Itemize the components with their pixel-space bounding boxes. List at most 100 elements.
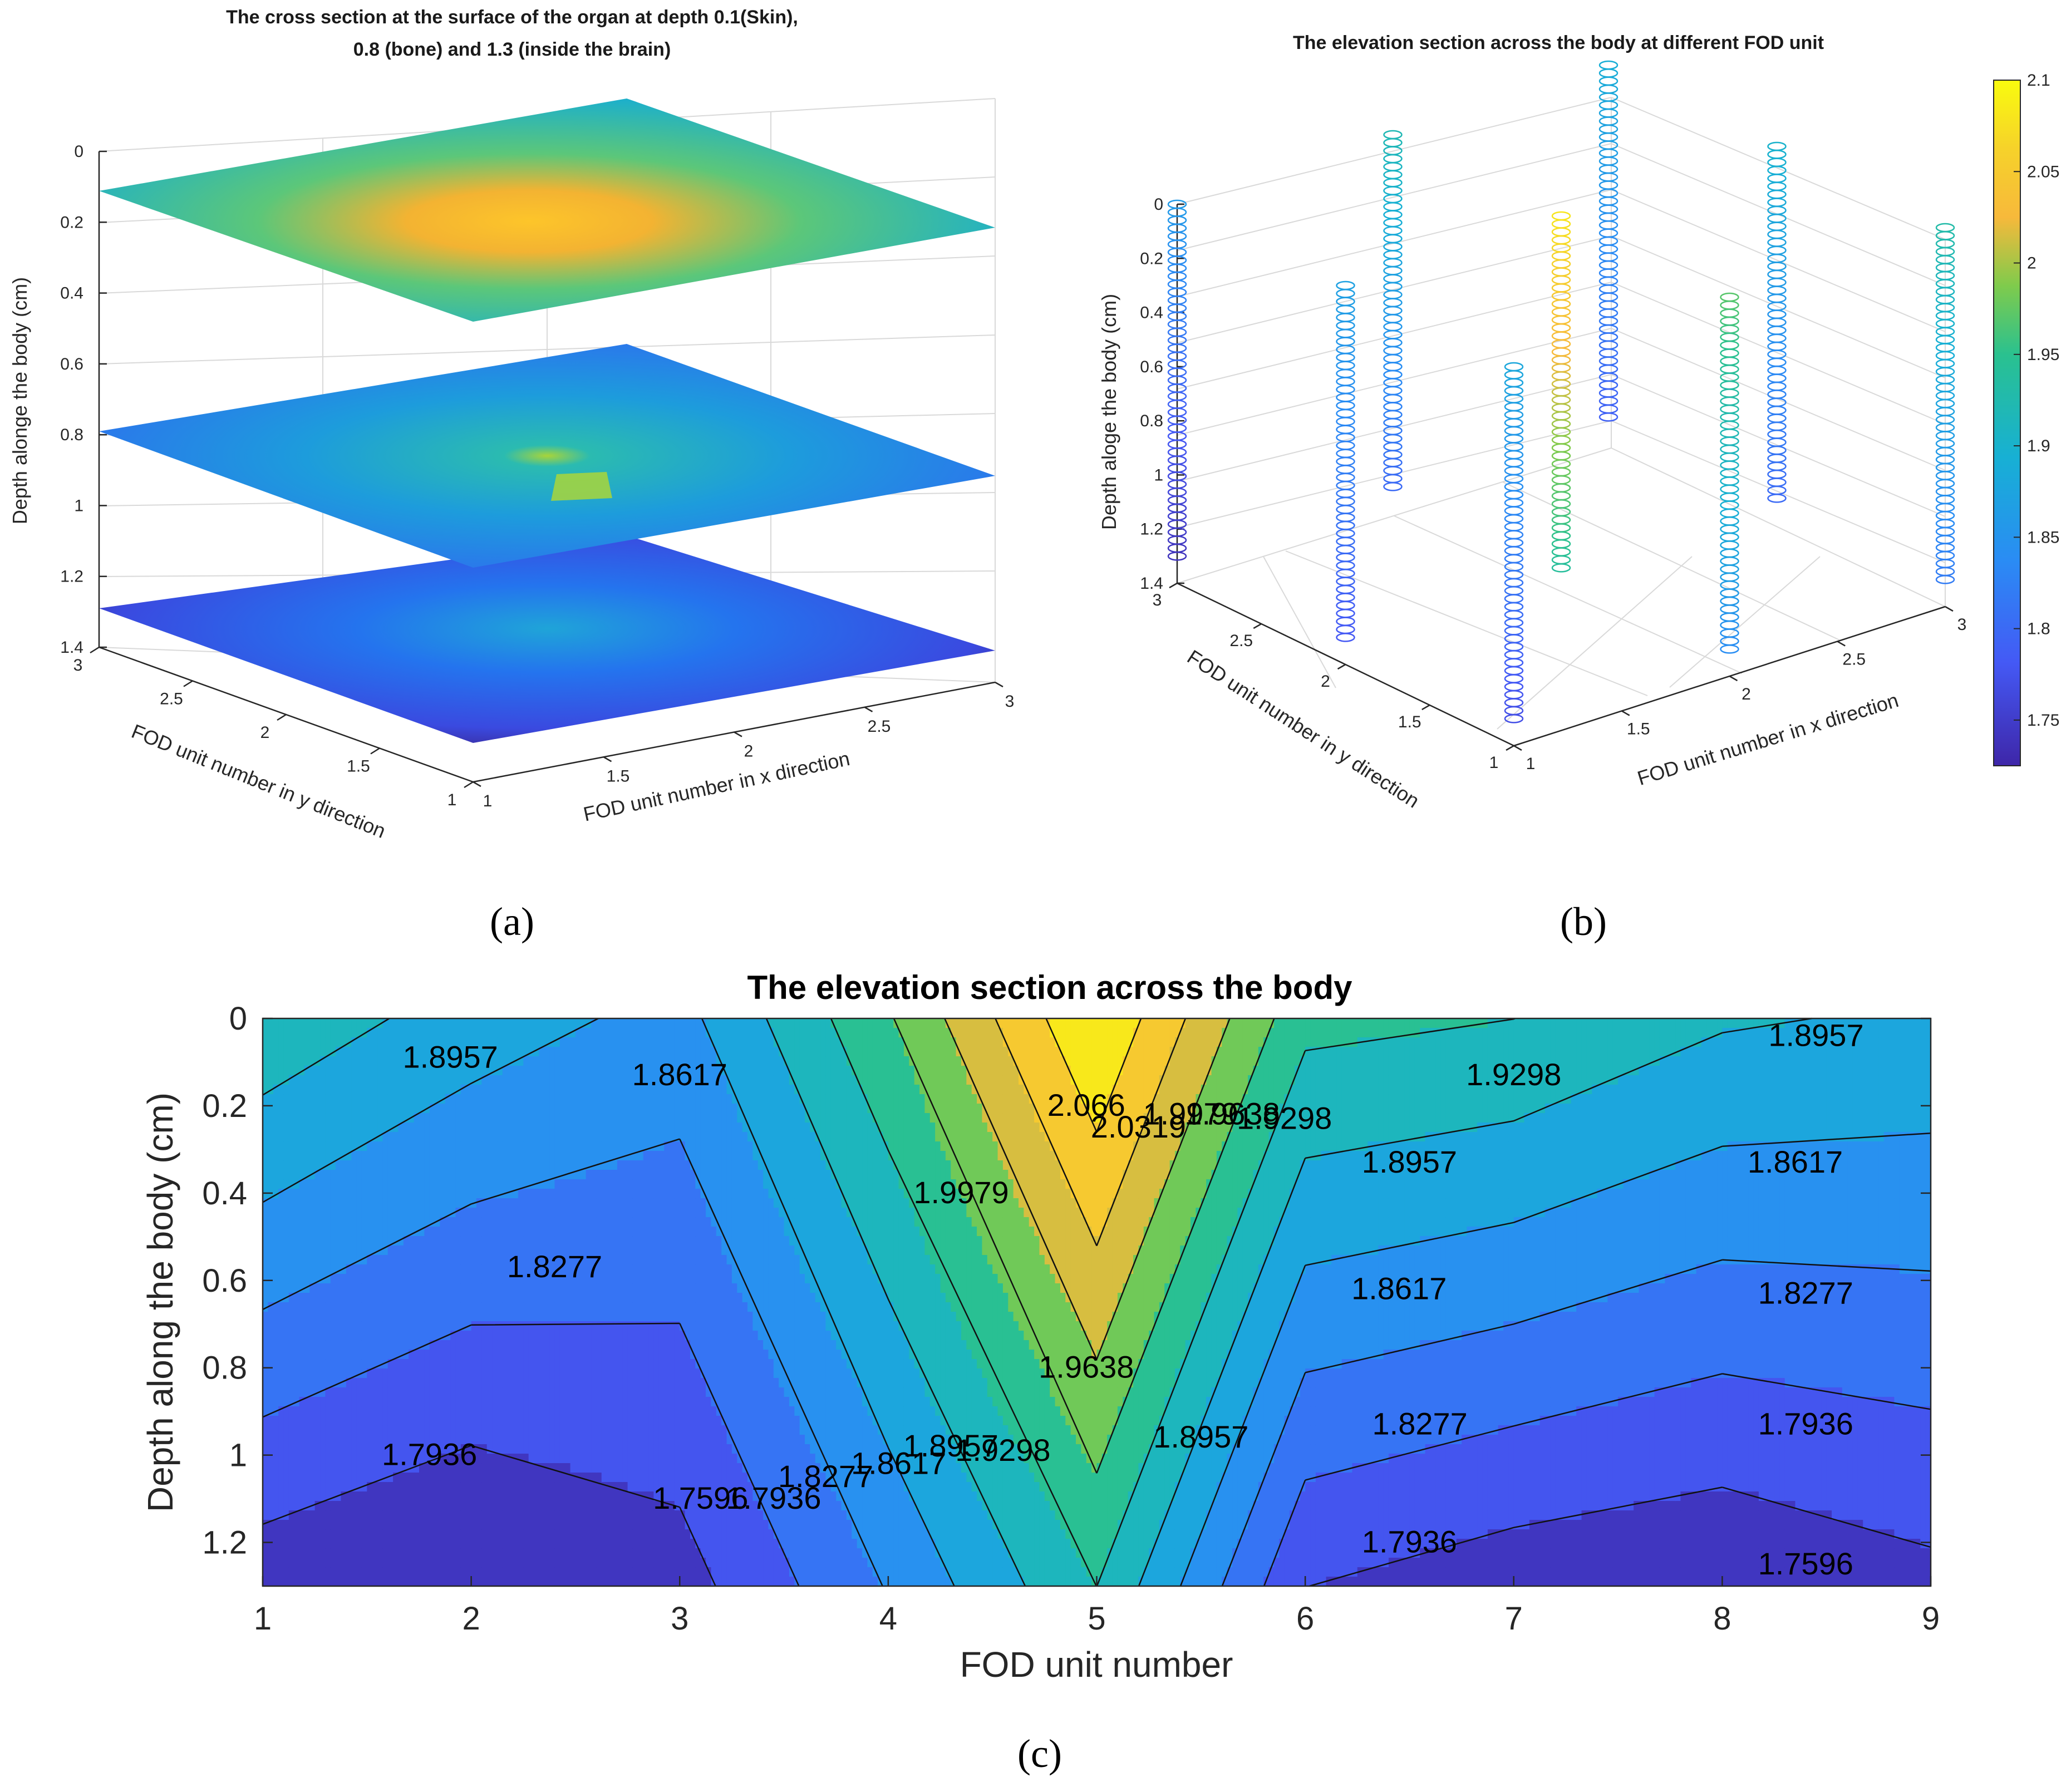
panel-b-y-tick-mark — [1337, 663, 1346, 670]
panel-c-band-cell — [387, 1473, 393, 1483]
panel-c-band-cell — [455, 1444, 461, 1454]
panel-c-band-cell — [607, 1548, 613, 1558]
panel-c-band-cell — [549, 1293, 555, 1303]
panel-c-band-cell — [367, 1321, 373, 1331]
panel-c-band-cell — [591, 1435, 597, 1445]
panel-c-band-cell — [534, 1359, 540, 1369]
panel-c-band-cell — [283, 1302, 289, 1312]
panel-c-band-cell — [346, 1558, 352, 1568]
panel-b-data-point — [1336, 328, 1355, 338]
panel-c-band-cell — [581, 1283, 587, 1293]
panel-c-band-cell — [481, 1198, 488, 1208]
panel-c-band-cell — [273, 1274, 279, 1284]
panel-c-band-cell — [508, 1312, 514, 1322]
panel-c-band-cell — [429, 1075, 435, 1085]
panel-c-band-cell — [356, 1331, 362, 1341]
panel-c-band-cell — [288, 1208, 294, 1218]
panel-c-band-cell — [617, 1283, 623, 1293]
panel-c-band-cell — [460, 1567, 467, 1577]
panel-c-band-cell — [346, 1359, 352, 1369]
panel-c-band-cell — [372, 1368, 378, 1379]
panel-c-band-cell — [591, 1037, 597, 1047]
panel-c-band-cell — [632, 1274, 639, 1284]
panel-c-band-cell — [534, 1302, 540, 1312]
panel-c-band-cell — [544, 1302, 550, 1312]
panel-c-band-cell — [314, 1463, 321, 1473]
panel-c-band-cell — [419, 1075, 425, 1085]
panel-c-band-cell — [476, 1558, 483, 1568]
panel-b-data-point — [1336, 313, 1355, 322]
panel-c-band-cell — [398, 1463, 404, 1473]
panel-c-band-cell — [325, 1113, 331, 1123]
panel-b-column — [1935, 223, 1955, 584]
panel-c-band-cell — [283, 1047, 289, 1057]
panel-c-band-cell — [476, 1302, 483, 1312]
panel-c-band-cell — [325, 1577, 331, 1587]
panel-c-band-cell — [549, 1397, 555, 1407]
panel-c-band-cell — [528, 1359, 534, 1369]
panel-c-band-cell — [622, 1066, 628, 1076]
panel-b-data-point — [1720, 588, 1739, 598]
panel-c-band-cell — [424, 1160, 430, 1170]
panel-c-band-cell — [367, 1454, 373, 1464]
panel-c-band-cell — [325, 1387, 331, 1397]
panel-c-band-cell — [554, 1359, 560, 1369]
panel-c-band-cell — [466, 1368, 472, 1379]
panel-c-band-cell — [361, 1189, 368, 1199]
panel-c-band-cell — [283, 1491, 289, 1501]
panel-c-band-cell — [622, 1264, 628, 1274]
panel-c-band-cell — [320, 1104, 326, 1114]
panel-c-band-cell — [481, 1501, 488, 1511]
panel-c-band-cell — [591, 1113, 597, 1123]
panel-c-band-cell — [341, 1482, 347, 1492]
panel-c-band-cell — [309, 1208, 316, 1218]
panel-c-band-cell — [268, 1312, 274, 1322]
panel-b-data-point — [1383, 290, 1403, 299]
panel-b-data-point — [1598, 236, 1619, 246]
panel-c-band-cell — [341, 1113, 347, 1123]
panel-c-band-cell — [294, 1378, 300, 1388]
panel-c-band-cell — [377, 1056, 383, 1066]
panel-c-band-cell — [486, 1293, 493, 1303]
panel-c-band-cell — [341, 1302, 347, 1312]
panel-c-band-cell — [372, 1435, 378, 1445]
panel-c-band-cell — [403, 1293, 410, 1303]
panel-c-band-cell — [294, 1520, 300, 1530]
panel-c-band-cell — [445, 1473, 451, 1483]
panel-b-data-point — [1720, 332, 1739, 342]
panel-c-band-cell — [601, 1548, 607, 1558]
panel-c-band-cell — [304, 1387, 311, 1397]
panel-c-band-cell — [424, 1113, 430, 1123]
panel-c-band-cell — [627, 1567, 633, 1577]
panel-b-data-point — [1767, 454, 1787, 463]
panel-c-band-cell — [549, 1066, 555, 1076]
panel-c-band-cell — [586, 1198, 592, 1208]
panel-c-band-cell — [492, 1151, 498, 1161]
panel-c-band-cell — [346, 1236, 352, 1246]
panel-c-band-cell — [299, 1189, 305, 1199]
panel-c-band-cell — [283, 1151, 289, 1161]
panel-c-band-cell — [263, 1075, 269, 1085]
panel-c-band-cell — [565, 1189, 571, 1199]
panel-c-band-cell — [544, 1482, 550, 1492]
panel-c-band-cell — [346, 1425, 352, 1435]
panel-c-band-cell — [502, 1018, 508, 1028]
panel-c-band-cell — [351, 1406, 357, 1416]
panel-c-band-cell — [294, 1463, 300, 1473]
panel-c-band-cell — [591, 1123, 597, 1133]
panel-c-band-cell — [544, 1350, 550, 1360]
panel-c-band-cell — [325, 1018, 331, 1028]
panel-c-band-cell — [627, 1170, 633, 1180]
panel-c-band-cell — [460, 1416, 467, 1426]
panel-c-band-cell — [518, 1236, 524, 1246]
panel-c-band-cell — [481, 1132, 488, 1142]
panel-c-band-cell — [575, 1264, 582, 1274]
panel-c-band-cell — [627, 1066, 633, 1076]
panel-c-band-cell — [544, 1189, 550, 1199]
panel-c-band-cell — [304, 1312, 311, 1322]
panel-c-band-cell — [601, 1028, 607, 1038]
panel-c-band-cell — [268, 1293, 274, 1303]
panel-c-band-cell — [627, 1283, 633, 1293]
panel-c-band-cell — [622, 1520, 628, 1530]
panel-c-band-cell — [330, 1132, 336, 1142]
